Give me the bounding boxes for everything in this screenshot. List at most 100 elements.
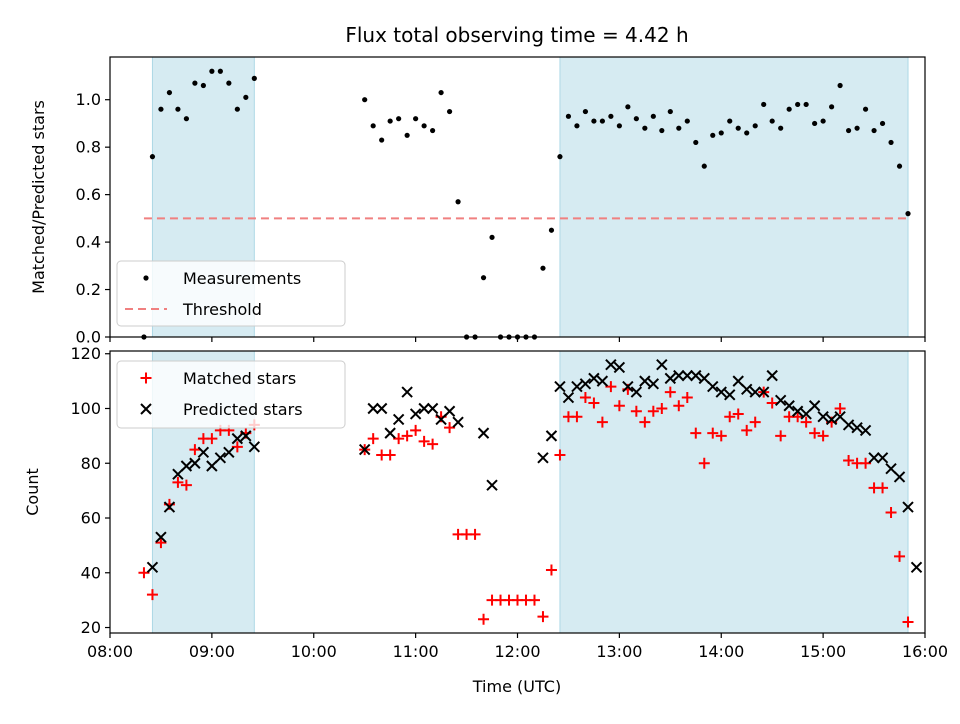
matched-star-point xyxy=(554,449,566,461)
matched-star-point xyxy=(189,444,201,456)
matched-star-point xyxy=(384,449,396,461)
legend-measurement-marker xyxy=(143,275,149,281)
predicted-star-point xyxy=(885,463,897,475)
predicted-star-point xyxy=(189,457,201,469)
predicted-star-point xyxy=(876,452,889,464)
predicted-star-point xyxy=(214,452,227,464)
predicted-star-point xyxy=(545,430,558,442)
measurement-point xyxy=(158,106,164,112)
predicted-star-point xyxy=(859,424,872,437)
predicted-star-point xyxy=(367,402,379,415)
measurement-point xyxy=(489,234,495,240)
predicted-star-point xyxy=(732,375,744,387)
measurement-point xyxy=(871,127,877,134)
predicted-star-point xyxy=(690,369,702,382)
bottom-y-tick-label: 120 xyxy=(70,344,101,363)
measurement-point xyxy=(761,101,767,108)
predicted-star-point xyxy=(588,372,600,385)
measurement-point xyxy=(837,82,843,89)
measurement-point xyxy=(744,130,750,136)
measurement-point xyxy=(379,137,385,143)
predicted-star-point xyxy=(783,400,795,412)
matched-star-point xyxy=(478,613,490,625)
measurement-point xyxy=(845,127,852,134)
predicted-star-point xyxy=(664,372,677,385)
predicted-star-point xyxy=(579,378,592,390)
predicted-star-point xyxy=(715,386,727,398)
bottom-y-tick-label: 20 xyxy=(81,618,101,637)
measurement-point xyxy=(404,132,410,138)
x-tick-label: 14:00 xyxy=(698,642,744,661)
matched-star-point xyxy=(630,405,642,417)
matched-star-point xyxy=(639,416,651,428)
matched-star-point xyxy=(469,528,481,540)
x-tick-label: 13:00 xyxy=(596,642,642,661)
measurement-point xyxy=(616,123,622,129)
measurement-point xyxy=(786,106,792,112)
predicted-star-point xyxy=(605,358,617,371)
top-legend: Measurements Threshold xyxy=(116,260,346,327)
predicted-star-point xyxy=(554,380,566,393)
measurement-point xyxy=(769,118,775,124)
predicted-star-point xyxy=(656,358,668,371)
measurement-point xyxy=(370,123,376,129)
measurement-point xyxy=(727,118,733,124)
measurement-point xyxy=(778,125,784,131)
matched-star-point xyxy=(537,611,549,623)
predicted-star-point xyxy=(613,361,626,374)
predicted-star-point xyxy=(842,419,855,431)
predicted-star-point xyxy=(172,468,184,480)
x-tick-label: 16:00 xyxy=(902,642,948,661)
top-y-tick-label: 1.0 xyxy=(76,90,101,109)
measurement-point xyxy=(183,116,190,122)
predicted-star-point xyxy=(477,427,490,439)
predicted-star-point xyxy=(707,380,719,393)
matched-star-point xyxy=(427,438,439,450)
predicted-star-point xyxy=(562,391,575,404)
measurement-point xyxy=(888,139,894,146)
bottom-y-tick-label: 40 xyxy=(81,563,101,582)
predicted-star-point xyxy=(401,386,413,398)
top-series-0 xyxy=(141,68,911,340)
top-y-axis-label: Matched/Predicted stars xyxy=(29,100,48,294)
matched-star-point xyxy=(664,386,676,398)
measurement-point xyxy=(251,75,257,81)
legend-label: Predicted stars xyxy=(183,400,303,419)
matched-star-point xyxy=(146,589,158,601)
predicted-star-point xyxy=(698,372,710,385)
bottom-panel: 20 40 60 80 100 120 08:00 09:00 10:00 11:00 12:00 1… xyxy=(70,344,948,661)
measurement-point xyxy=(574,123,580,129)
predicted-star-point xyxy=(724,389,736,401)
measurement-point xyxy=(693,139,699,146)
predicted-star-point xyxy=(596,375,609,387)
top-y-tick-label: 0.8 xyxy=(76,138,101,157)
predicted-star-point xyxy=(452,416,464,428)
matched-star-point xyxy=(698,457,710,469)
measurement-point xyxy=(905,211,911,217)
predicted-star-point xyxy=(749,386,761,398)
matched-star-point xyxy=(231,441,243,453)
measurement-point xyxy=(752,123,758,129)
bottom-series-1 xyxy=(146,358,923,573)
bottom-y-axis-label: Count xyxy=(23,468,42,516)
measurement-point xyxy=(820,118,826,124)
predicted-star-point xyxy=(486,479,498,491)
legend-predicted-marker xyxy=(140,403,152,415)
measurement-point xyxy=(175,106,181,112)
matched-star-point xyxy=(860,457,872,469)
matched-star-point xyxy=(834,402,846,414)
measurement-point xyxy=(735,125,741,131)
measurement-point xyxy=(659,127,665,134)
matched-star-point xyxy=(401,430,413,442)
measurement-point xyxy=(192,80,198,86)
predicted-star-point xyxy=(392,413,405,426)
measurement-point xyxy=(387,118,393,124)
x-tick-label: 15:00 xyxy=(800,642,846,661)
x-tick-label: 11:00 xyxy=(393,642,439,661)
matched-star-point xyxy=(180,479,192,491)
matched-star-point xyxy=(732,408,744,420)
matched-star-point xyxy=(749,416,761,428)
measurement-point xyxy=(710,132,716,138)
measurement-point xyxy=(548,227,555,233)
